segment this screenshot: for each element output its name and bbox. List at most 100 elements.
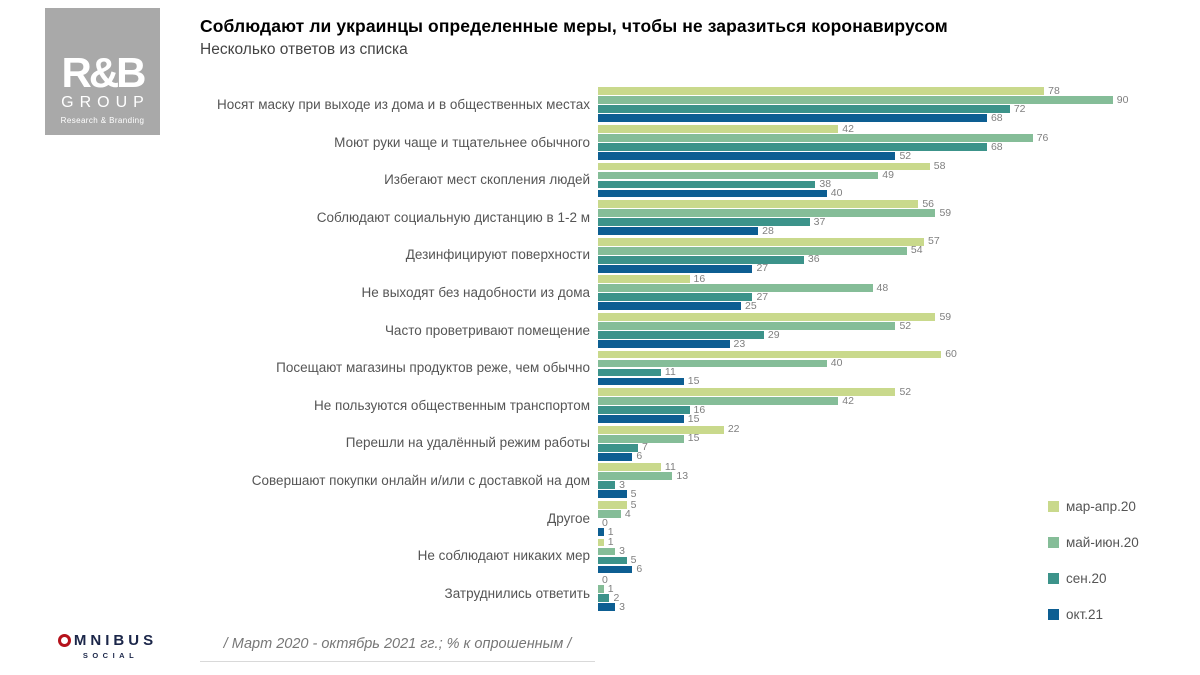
bar-окт.21 [598,227,759,235]
bar-line: 57 [598,236,1200,246]
bar-line: 27 [598,292,1200,302]
bar-value-label: 68 [990,140,1003,153]
logo-rb-text: R&B [61,49,147,97]
bar-value-label: 27 [756,262,769,275]
bar-value-label: 58 [933,160,946,173]
bar-value-label: 59 [939,206,952,219]
bar-line: 90 [598,94,1200,107]
bar-value-label: 15 [687,412,700,425]
bar-value-label: 15 [687,375,700,388]
bar-value-label: 90 [1116,94,1129,107]
legend-swatch-icon [1048,573,1059,584]
bar-value-label: 16 [693,403,706,416]
category-label: Избегают мест скопления людей [384,172,590,188]
bar-value-label: 5 [630,554,637,567]
bar-value-label: 22 [727,423,740,436]
bar-мар-апр.20 [598,463,661,472]
bar-май-июн.20 [598,171,879,180]
category-label: Соблюдают социальную дистанцию в 1-2 м [316,209,590,225]
bar-line: 38 [598,179,1200,189]
bar-value-label: 36 [807,253,820,266]
bar-окт.21 [598,565,633,574]
bar-сен.20 [598,481,616,490]
bar-мар-апр.20 [598,87,1045,96]
omnibus-brand-text: MNIBUS [73,632,158,649]
bar-line: 1 [598,536,1200,549]
bar-окт.21 [598,527,604,536]
bar-line: 58 [598,160,1200,173]
bar-line: 52 [598,149,1200,162]
bar-group: 22 15 7 6 [598,423,1200,461]
bar-line: 16 [598,274,1200,284]
bar-value-label: 0 [602,516,608,529]
legend: мар-апр.20 май-июн.20 сен.20 окт.21 [1048,499,1139,622]
category-label: Носят маску при выходе из дома и в общес… [216,97,590,113]
bar-мар-апр.20 [598,124,839,133]
bar-value-label: 42 [842,122,854,135]
bar-окт.21 [598,339,730,348]
bar-chart: Носят маску при выходе из дома и в общес… [0,86,1200,612]
rb-group-logo: R&B GROUP Research & Branding [45,8,160,135]
chart-row: Другое 5 4 0 1 [0,500,1200,538]
bar-value-label: 78 [1048,85,1060,98]
bar-value-label: 1 [607,536,614,549]
bar-окт.21 [598,415,684,423]
bar-line: 2 [598,593,1200,603]
chart-row: Моют руки чаще и тщательнее обычного 42 76… [0,124,1200,162]
bar-мар-апр.20 [598,275,690,284]
bar-value-label: 68 [990,112,1003,125]
bar-май-июн.20 [598,434,684,443]
bar-value-label: 72 [1013,103,1026,116]
category-label: Часто проветривают помещение [384,322,590,338]
bar-line: 60 [598,349,1200,359]
bar-line: 27 [598,262,1200,275]
chart-subtitle: Несколько ответов из списка [200,41,408,58]
bar-мар-апр.20 [598,200,919,208]
bar-line: 48 [598,282,1200,295]
bar-мар-апр.20 [598,312,936,321]
bar-line: 13 [598,471,1200,481]
bar-line: 3 [598,600,1200,613]
bar-сен.20 [598,142,987,151]
bar-окт.21 [598,264,753,273]
bar-value-label: 3 [619,600,625,613]
bar-value-label: 52 [899,149,912,162]
bar-line: 52 [598,321,1200,331]
bar-value-label: 1 [607,525,614,538]
bar-value-label: 25 [745,300,757,313]
bar-group: 78 90 72 68 [598,85,1200,125]
legend-swatch-icon [1048,537,1059,548]
category-label: Моют руки чаще и тщательнее обычного [334,134,590,150]
category-label: Не пользуются общественным транспортом [314,397,590,413]
category-label: Дезинфицируют поверхности [405,247,590,263]
bar-group: 60 40 11 15 [598,349,1200,388]
legend-item: май-июн.20 [1048,535,1139,550]
bar-group: 42 76 68 52 [598,122,1200,162]
bar-сен.20 [598,293,753,302]
bar-group: 11 13 3 5 [598,462,1200,499]
bar-май-июн.20 [598,284,873,293]
bar-value-label: 48 [876,282,889,295]
bar-value-label: 59 [939,310,952,323]
bar-group: 52 42 16 15 [598,387,1200,425]
category-label: Не соблюдают никаких мер [417,548,590,564]
category-label: Другое [547,510,590,526]
bar-сен.20 [598,105,1010,114]
bar-мар-апр.20 [598,538,604,547]
omnibus-o-icon [57,634,71,647]
chart-row: Соблюдают социальную дистанцию в 1-2 м 56… [0,199,1200,237]
legend-item: мар-апр.20 [1048,499,1139,514]
omnibus-social-text: SOCIAL [82,651,139,660]
chart-row: Не соблюдают никаких мер 1 3 5 6 [0,537,1200,575]
bar-value-label: 29 [767,328,780,341]
bar-line: 15 [598,433,1200,443]
bar-мар-апр.20 [598,500,627,509]
bar-мар-апр.20 [598,388,896,396]
bar-value-label: 49 [882,169,894,182]
bar-line: 54 [598,245,1200,255]
bar-line: 11 [598,462,1200,472]
chart-row: Не пользуются общественным транспортом 52… [0,387,1200,425]
bar-line: 59 [598,206,1200,219]
